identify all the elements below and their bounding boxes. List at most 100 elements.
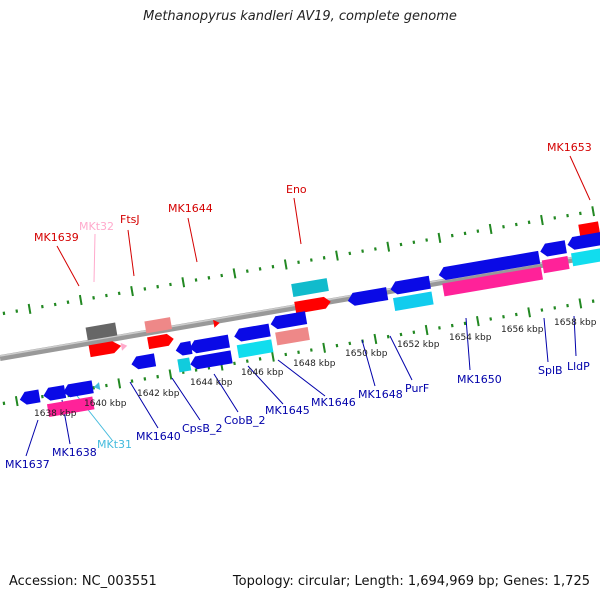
minor-tick xyxy=(514,312,518,317)
top-leader-lines xyxy=(56,155,591,287)
label-cobb-2: CobB_2 xyxy=(224,414,265,427)
minor-tick xyxy=(450,323,454,328)
gene-cobb-2 xyxy=(234,323,271,342)
major-tick xyxy=(232,268,237,279)
gene-mk1644 xyxy=(213,319,220,328)
scale-label-1658: 1658 kbp xyxy=(554,318,597,328)
label-ftsj: FtsJ xyxy=(120,213,140,226)
scale-label-1656: 1656 kbp xyxy=(501,325,544,335)
minor-tick xyxy=(258,357,262,361)
minor-tick xyxy=(412,330,416,334)
label-mkt32: MKt32 xyxy=(79,220,114,233)
scale-label-1654: 1654 kbp xyxy=(449,333,492,343)
gene-splb xyxy=(540,240,567,257)
label-mk1640: MK1640 xyxy=(136,430,181,443)
minor-tick xyxy=(258,267,262,271)
minor-tick xyxy=(476,229,480,233)
major-tick xyxy=(322,342,326,353)
scale-label-1648: 1648 kbp xyxy=(293,359,336,369)
minor-tick xyxy=(450,233,454,238)
minor-tick xyxy=(489,317,493,321)
minor-tick xyxy=(41,394,44,399)
label-mk1645: MK1645 xyxy=(265,404,310,417)
label-mk1653: MK1653 xyxy=(547,141,592,154)
minor-tick xyxy=(566,303,569,308)
minor-tick xyxy=(399,332,403,337)
map-title: Methanopyrus kandleri AV19, complete gen… xyxy=(143,9,457,24)
scale-label-1640: 1640 kbp xyxy=(84,399,127,409)
minor-tick xyxy=(502,314,505,319)
gene-mkt32 xyxy=(120,342,128,351)
minor-tick xyxy=(579,211,582,216)
gene-cpsb-2-b xyxy=(190,350,233,370)
scale-label-1642: 1642 kbp xyxy=(137,389,180,399)
gene-mk1638-rna xyxy=(46,396,95,418)
gene-cobb-2-rna xyxy=(236,339,274,359)
gene-mkt31 xyxy=(93,382,101,390)
major-tick xyxy=(373,333,378,345)
scale-label-1638: 1638 kbp xyxy=(34,409,77,419)
minor-tick xyxy=(245,269,249,273)
major-tick xyxy=(424,324,429,336)
scale-label-1644: 1644 kbp xyxy=(190,378,233,388)
gene-tracks xyxy=(19,221,600,418)
minor-tick xyxy=(361,249,364,253)
minor-tick xyxy=(233,361,236,366)
gene-mk1650 xyxy=(438,250,541,280)
major-tick xyxy=(386,241,391,252)
minor-tick xyxy=(169,282,172,287)
label-splb: SplB xyxy=(538,364,563,377)
gene-cpsb-2-a xyxy=(189,334,231,354)
gene-ftsj-pseudo xyxy=(144,317,173,334)
minor-tick xyxy=(156,284,159,289)
minor-tick xyxy=(425,238,428,242)
label-mk1650: MK1650 xyxy=(457,373,502,386)
gene-splb-rna xyxy=(541,256,570,274)
major-tick xyxy=(181,277,186,288)
minor-tick xyxy=(310,348,313,352)
minor-tick xyxy=(322,256,326,260)
minor-tick xyxy=(156,374,159,379)
minor-tick xyxy=(566,213,569,218)
scale-label-1652: 1652 kbp xyxy=(397,340,440,350)
label-mk1639: MK1639 xyxy=(34,231,79,244)
gene-mk1639 xyxy=(88,341,122,358)
label-cpsb-2: CpsB_2 xyxy=(182,422,222,435)
major-tick xyxy=(540,214,544,226)
gene-ftsj xyxy=(147,333,174,350)
minor-tick xyxy=(297,260,300,264)
minor-tick xyxy=(207,275,211,280)
minor-tick xyxy=(194,368,198,372)
major-tick xyxy=(437,232,442,243)
minor-tick xyxy=(271,264,275,269)
outer-tick-ring xyxy=(2,206,595,316)
minor-tick xyxy=(348,251,352,256)
minor-tick xyxy=(591,299,595,303)
gene-eno-cds xyxy=(291,278,329,297)
major-tick xyxy=(14,396,19,407)
major-tick xyxy=(283,259,288,270)
gene-purf-rna xyxy=(393,291,434,311)
trna-leader-top xyxy=(93,233,96,283)
major-tick xyxy=(578,298,583,309)
minor-tick xyxy=(335,343,339,348)
minor-tick xyxy=(297,350,300,354)
gene-lldp-rna xyxy=(571,247,600,267)
major-tick xyxy=(168,369,173,380)
gene-mk1653 xyxy=(578,221,600,237)
minor-tick xyxy=(105,293,108,298)
minor-tick xyxy=(463,321,467,326)
scale-label-1650: 1650 kbp xyxy=(345,349,388,359)
label-mk1648: MK1648 xyxy=(358,388,403,401)
gene-cpsb-2-rna xyxy=(177,357,192,373)
gene-mk1645 xyxy=(270,311,308,330)
label-mk1646: MK1646 xyxy=(311,396,356,409)
label-purf: PurF xyxy=(405,382,429,395)
minor-tick xyxy=(194,278,198,282)
minor-tick xyxy=(463,231,467,236)
major-tick xyxy=(271,351,275,362)
label-mk1638: MK1638 xyxy=(52,446,97,459)
label-eno: Eno xyxy=(286,183,307,196)
major-tick xyxy=(27,303,32,314)
scale-label-1646: 1646 kbp xyxy=(241,368,284,378)
